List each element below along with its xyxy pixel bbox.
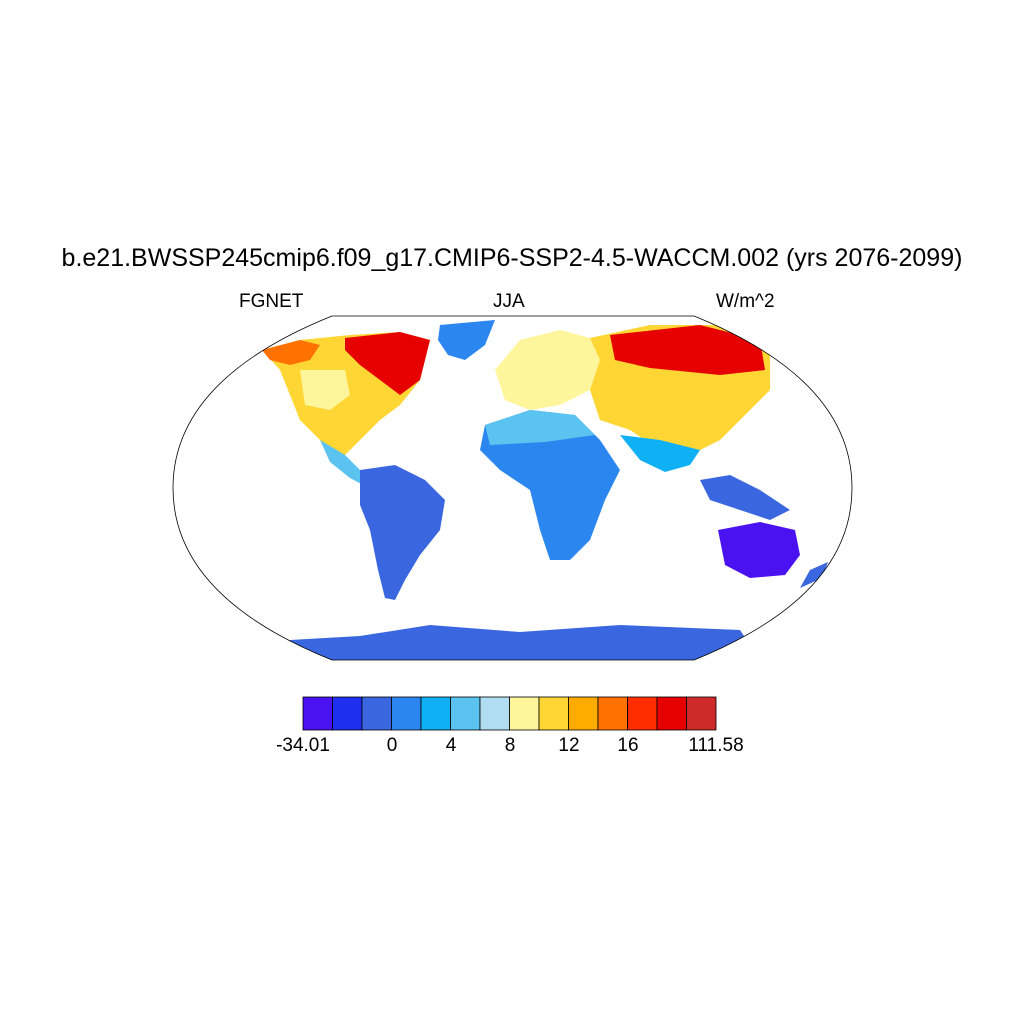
- canada-warm-region: [345, 332, 430, 395]
- colorbar-swatch: [479, 696, 510, 731]
- colorbar-swatch: [450, 696, 481, 731]
- colorbar-swatch: [538, 696, 569, 731]
- variable-label: FGNET: [239, 291, 304, 312]
- season-label: JJA: [493, 291, 525, 312]
- colorbar-swatch: [509, 696, 540, 731]
- new-zealand-landmass: [800, 562, 828, 588]
- plot-title: b.e21.BWSSP245cmip6.f09_g17.CMIP6-SSP2-4…: [61, 244, 963, 272]
- colorbar-label: 111.58: [688, 735, 744, 756]
- colorbar-swatch: [597, 696, 628, 731]
- alaska-region: [262, 340, 320, 365]
- colorbar-label: 16: [617, 735, 639, 756]
- map-border: [172, 315, 853, 661]
- colorbar-label: 8: [504, 735, 516, 756]
- colorbar-swatch: [332, 696, 363, 731]
- southeast-asia-islands: [700, 475, 790, 520]
- colorbar: [302, 696, 717, 731]
- siberia-warm-region: [610, 325, 765, 375]
- south-america-landmass: [360, 465, 445, 600]
- colorbar-swatch: [686, 696, 717, 731]
- colorbar-label: -34.01: [276, 735, 330, 756]
- colorbar-label: 4: [445, 735, 457, 756]
- colorbar-swatch: [420, 696, 451, 731]
- europe-landmass: [495, 330, 600, 410]
- colorbar-swatch: [361, 696, 392, 731]
- central-america-landmass: [320, 440, 372, 486]
- us-plains-region: [300, 370, 350, 410]
- units-label: W/m^2: [716, 291, 775, 312]
- colorbar-label: 0: [386, 735, 398, 756]
- colorbar-swatch: [627, 696, 658, 731]
- colorbar-swatch: [391, 696, 422, 731]
- colorbar-swatch: [302, 696, 333, 731]
- australia-landmass: [718, 522, 800, 578]
- colorbar-swatch: [656, 696, 687, 731]
- africa-landmass: [480, 410, 620, 560]
- antarctica-landmass: [280, 625, 760, 660]
- south-asia-region: [620, 435, 700, 472]
- colorbar-swatch: [568, 696, 599, 731]
- colorbar-label: 12: [558, 735, 580, 756]
- north-africa-region: [485, 410, 595, 445]
- greenland-landmass: [438, 320, 495, 360]
